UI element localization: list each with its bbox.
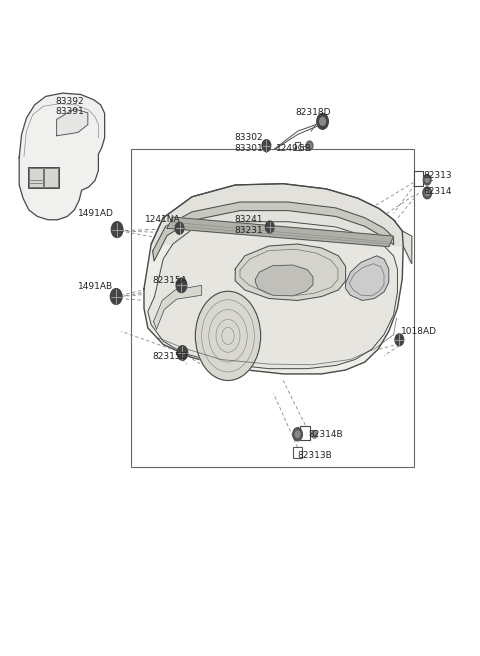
Polygon shape — [148, 222, 397, 369]
Bar — [293, 447, 302, 458]
Polygon shape — [167, 217, 394, 247]
Polygon shape — [144, 184, 403, 374]
Circle shape — [176, 278, 187, 293]
Text: 83302
83301: 83302 83301 — [234, 133, 263, 153]
Circle shape — [177, 346, 188, 360]
Polygon shape — [346, 256, 389, 300]
Text: 82315D: 82315D — [153, 352, 188, 361]
Text: 82313: 82313 — [423, 171, 452, 180]
Circle shape — [265, 221, 274, 233]
Text: 1249GB: 1249GB — [276, 144, 312, 154]
Circle shape — [313, 432, 316, 436]
Bar — [131, 149, 414, 467]
Circle shape — [423, 174, 431, 185]
Circle shape — [306, 141, 313, 150]
Circle shape — [295, 431, 300, 438]
Text: 1491AB: 1491AB — [78, 282, 113, 291]
Polygon shape — [57, 109, 88, 136]
Polygon shape — [235, 244, 346, 300]
Bar — [295, 142, 300, 150]
Circle shape — [293, 428, 302, 441]
Bar — [414, 171, 423, 186]
Circle shape — [195, 291, 261, 380]
Polygon shape — [151, 184, 412, 264]
Text: 83241
83231: 83241 83231 — [234, 215, 263, 235]
Circle shape — [312, 430, 317, 438]
Circle shape — [423, 187, 432, 199]
Polygon shape — [255, 265, 313, 296]
Text: 82318D: 82318D — [295, 108, 331, 117]
Text: 1018AD: 1018AD — [401, 327, 437, 337]
Circle shape — [425, 177, 429, 182]
Bar — [300, 426, 310, 440]
Text: 83392
83391: 83392 83391 — [55, 96, 84, 116]
Text: 1491AD: 1491AD — [78, 209, 114, 218]
Circle shape — [262, 140, 271, 152]
Polygon shape — [153, 202, 394, 261]
Circle shape — [395, 334, 404, 346]
Bar — [28, 167, 59, 188]
Circle shape — [317, 113, 328, 129]
Text: 1241NA: 1241NA — [145, 215, 180, 224]
Bar — [44, 168, 58, 187]
Bar — [29, 168, 43, 187]
Circle shape — [175, 222, 184, 234]
Text: 82315A: 82315A — [153, 276, 187, 285]
Text: 82314B: 82314B — [309, 430, 343, 440]
Circle shape — [110, 289, 122, 304]
Polygon shape — [154, 285, 202, 329]
Polygon shape — [19, 93, 105, 220]
Circle shape — [111, 222, 123, 237]
Circle shape — [425, 190, 429, 195]
Text: 82313B: 82313B — [298, 451, 332, 460]
Circle shape — [320, 117, 325, 125]
Text: 82314: 82314 — [423, 187, 452, 196]
Circle shape — [308, 144, 312, 148]
